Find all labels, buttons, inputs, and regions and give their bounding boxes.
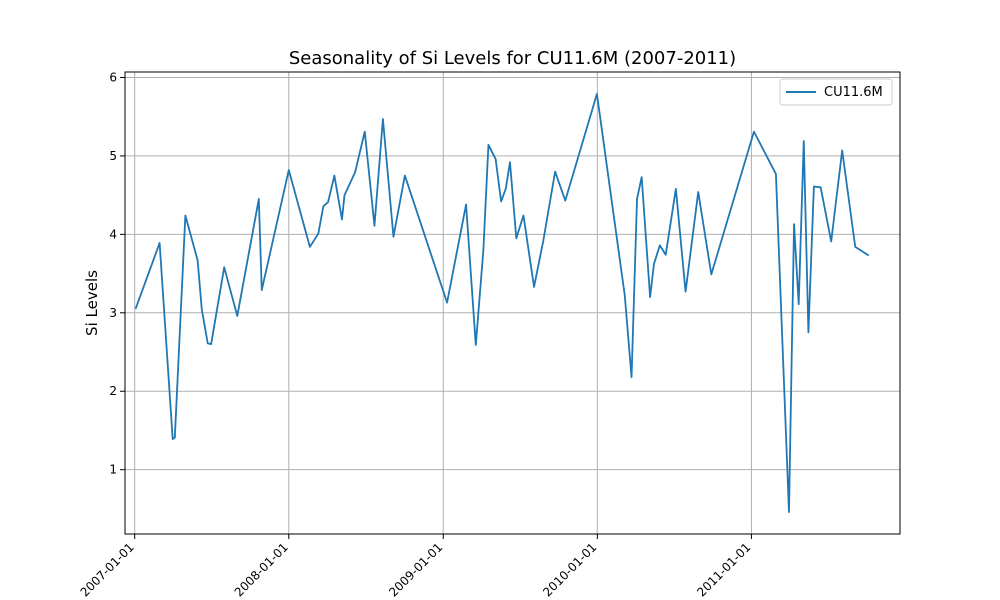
y-tick-label: 6 [109, 70, 117, 84]
y-tick-label: 3 [109, 306, 117, 320]
series-line-CU11.6M [134, 93, 870, 513]
legend-box [779, 78, 893, 106]
chart-title: Seasonality of Si Levels for CU11.6M (20… [289, 48, 736, 69]
y-tick-label: 5 [109, 149, 117, 163]
legend: CU11.6M [779, 78, 893, 106]
y-axis-label: Si Levels [83, 270, 101, 336]
legend-label: CU11.6M [824, 85, 883, 100]
plot-frame [124, 71, 901, 535]
y-tick-label: 4 [109, 227, 117, 241]
y-tick-label: 2 [109, 384, 117, 398]
series-layer [134, 93, 870, 513]
grid [125, 72, 900, 534]
y-tick-label: 1 [109, 463, 117, 477]
